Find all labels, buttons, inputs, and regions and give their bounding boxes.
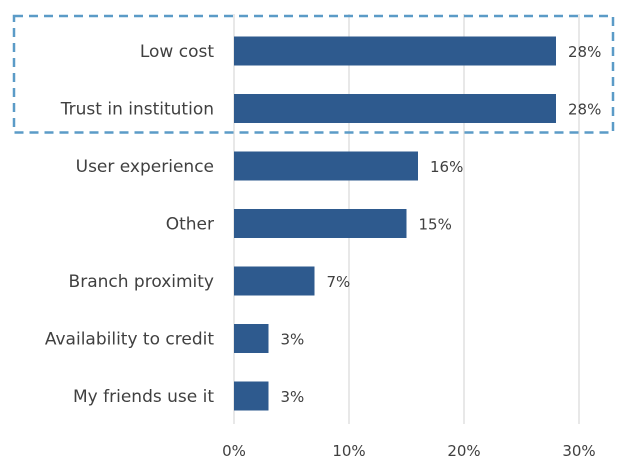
data-label: 3% [281, 331, 305, 349]
data-label: 28% [568, 43, 601, 61]
x-tick-label: 10% [332, 442, 365, 460]
category-label: Other [166, 215, 214, 235]
bar [234, 324, 269, 353]
data-label: 28% [568, 101, 601, 119]
category-label: Trust in institution [60, 100, 214, 120]
bar [234, 151, 418, 181]
category-label: User experience [76, 157, 214, 177]
bar [234, 381, 269, 411]
bar [234, 36, 556, 66]
category-label: My friends use it [73, 387, 214, 407]
x-tick-label: 30% [562, 442, 595, 460]
data-label: 7% [327, 273, 351, 291]
highlight-box [12, 14, 615, 134]
bar [234, 94, 556, 123]
category-label: Branch proximity [69, 272, 214, 292]
data-label: 3% [281, 388, 305, 406]
x-tick-label: 20% [447, 442, 480, 460]
x-tick-label: 0% [222, 442, 246, 460]
data-label: 16% [430, 158, 463, 176]
data-label: 15% [419, 216, 452, 234]
category-label: Low cost [140, 42, 214, 62]
category-label: Availability to credit [45, 330, 214, 350]
bar [234, 266, 315, 296]
bar [234, 209, 407, 238]
